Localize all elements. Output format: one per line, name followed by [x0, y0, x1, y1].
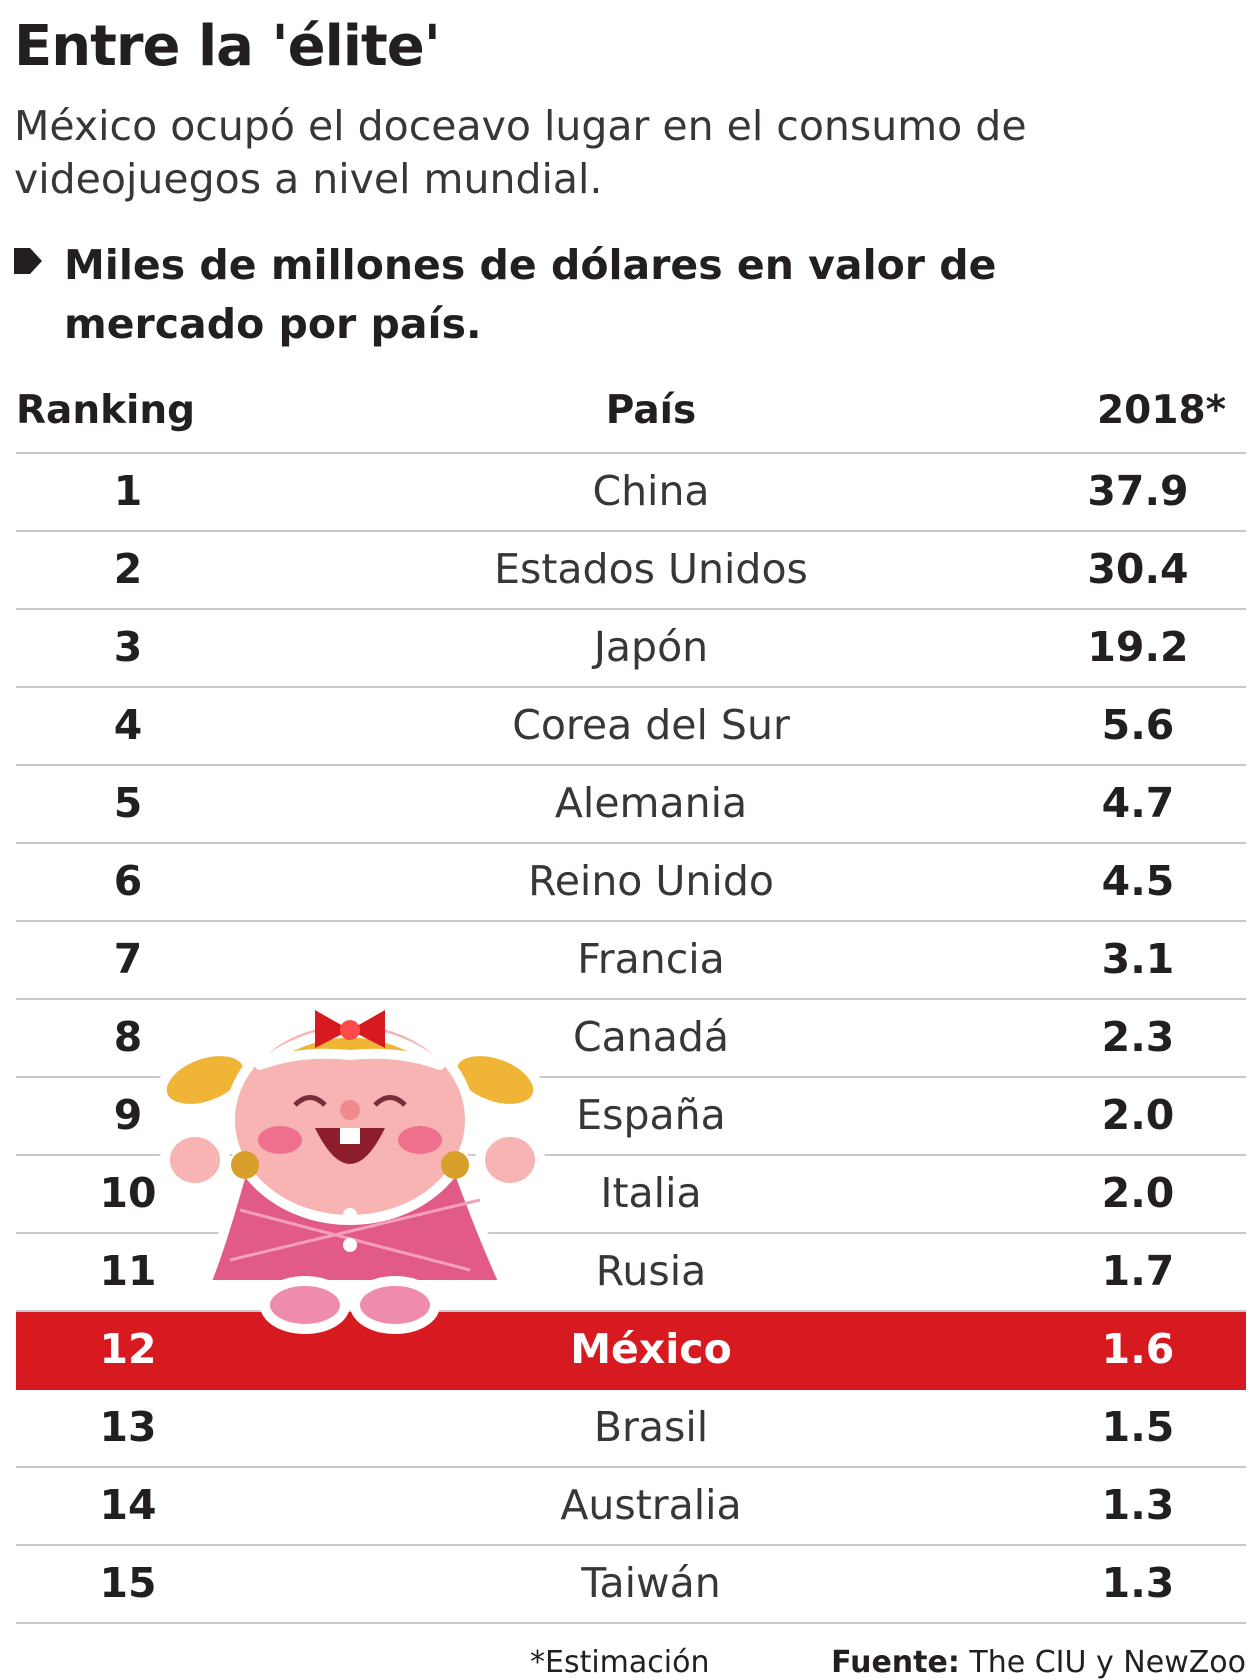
value-cell: 4.7: [1101, 779, 1175, 827]
rank-cell: 9: [113, 1091, 143, 1139]
rank-cell: 1: [113, 467, 143, 515]
value-cell: 1.3: [1101, 1481, 1175, 1529]
header-year: 2018*: [1097, 388, 1226, 433]
source-credit: Fuente: The CIU y NewZoo: [831, 1645, 1246, 1680]
value-cell: 5.6: [1101, 701, 1175, 749]
country-cell: Brasil: [593, 1403, 709, 1451]
table-row: 3 Japón 19.2: [16, 610, 1246, 688]
value-cell: 4.5: [1101, 857, 1175, 905]
country-cell: Reino Unido: [528, 857, 774, 905]
value-cell: 1.5: [1101, 1403, 1175, 1451]
rank-cell: 13: [99, 1403, 157, 1451]
table-row: 7 Francia 3.1: [16, 922, 1246, 1000]
rank-cell: 3: [113, 623, 143, 671]
rank-cell: 7: [113, 935, 143, 983]
country-cell: Estados Unidos: [494, 545, 808, 593]
country-cell: Alemania: [554, 779, 748, 827]
table-row: 8 Canadá 2.3: [16, 1000, 1246, 1078]
table-row-highlighted: 12 México 1.6: [16, 1312, 1246, 1390]
value-cell: 37.9: [1087, 467, 1189, 515]
rank-cell: 10: [99, 1169, 157, 1217]
table-row: 1 China 37.9: [16, 454, 1246, 532]
rank-cell: 14: [99, 1481, 157, 1529]
country-cell: México: [570, 1325, 732, 1373]
table-row: 10 Italia 2.0: [16, 1156, 1246, 1234]
rank-cell: 12: [99, 1325, 157, 1373]
unit-label: Miles de millones de dólares en valor de…: [64, 241, 997, 348]
country-cell: España: [576, 1091, 726, 1139]
rank-cell: 4: [113, 701, 143, 749]
value-cell: 19.2: [1087, 623, 1189, 671]
value-cell: 2.0: [1101, 1169, 1175, 1217]
value-cell: 1.7: [1101, 1247, 1175, 1295]
value-cell: 1.6: [1101, 1325, 1175, 1373]
table-row: 2 Estados Unidos 30.4: [16, 532, 1246, 610]
table-row: 9 España 2.0: [16, 1078, 1246, 1156]
source-label: Fuente:: [831, 1645, 960, 1680]
estimate-footnote: *Estimación: [530, 1645, 710, 1680]
chart-subtitle: México ocupó el doceavo lugar en el cons…: [14, 102, 1027, 203]
rank-cell: 5: [113, 779, 143, 827]
table-row: 13 Brasil 1.5: [16, 1390, 1246, 1468]
chart-title: Entre la 'élite': [14, 14, 441, 79]
candy-girl-mascot-illustration: [156, 1010, 545, 1334]
value-cell: 2.3: [1101, 1013, 1175, 1061]
source-text: The CIU y NewZoo: [969, 1645, 1246, 1680]
country-cell: China: [592, 467, 710, 515]
country-cell: Canadá: [572, 1013, 729, 1061]
country-cell: Australia: [560, 1481, 742, 1529]
country-cell: Rusia: [595, 1247, 707, 1295]
value-cell: 1.3: [1101, 1559, 1175, 1607]
table-row: 5 Alemania 4.7: [16, 766, 1246, 844]
rank-cell: 8: [113, 1013, 143, 1061]
ranking-table: Ranking País 2018* 1 China 37.9 2 Estados Un…: [16, 380, 1246, 1624]
table-row: 11 Rusia 1.7: [16, 1234, 1246, 1312]
country-cell: Italia: [600, 1169, 702, 1217]
country-cell: Francia: [577, 935, 725, 983]
value-cell: 3.1: [1101, 935, 1175, 983]
header-ranking: Ranking: [16, 388, 196, 433]
table-header: Ranking País 2018*: [16, 380, 1246, 454]
rank-cell: 6: [113, 857, 143, 905]
table-body: 1 China 37.9 2 Estados Unidos 30.4 3 Japón 19.2 4…: [16, 454, 1246, 1624]
table-row: 6 Reino Unido 4.5: [16, 844, 1246, 922]
country-cell: Japón: [593, 623, 709, 671]
rank-cell: 15: [99, 1559, 157, 1607]
table-row: 4 Corea del Sur 5.6: [16, 688, 1246, 766]
header-country: País: [605, 388, 697, 433]
value-cell: 30.4: [1087, 545, 1189, 593]
rank-cell: 2: [113, 545, 143, 593]
table-row: 15 Taiwán 1.3: [16, 1546, 1246, 1624]
rank-cell: 11: [99, 1247, 157, 1295]
table-row: 14 Australia 1.3: [16, 1468, 1246, 1546]
bullet-marker-icon: [14, 248, 42, 274]
country-cell: Taiwán: [581, 1559, 721, 1607]
country-cell: Corea del Sur: [512, 701, 790, 749]
value-cell: 2.0: [1101, 1091, 1175, 1139]
